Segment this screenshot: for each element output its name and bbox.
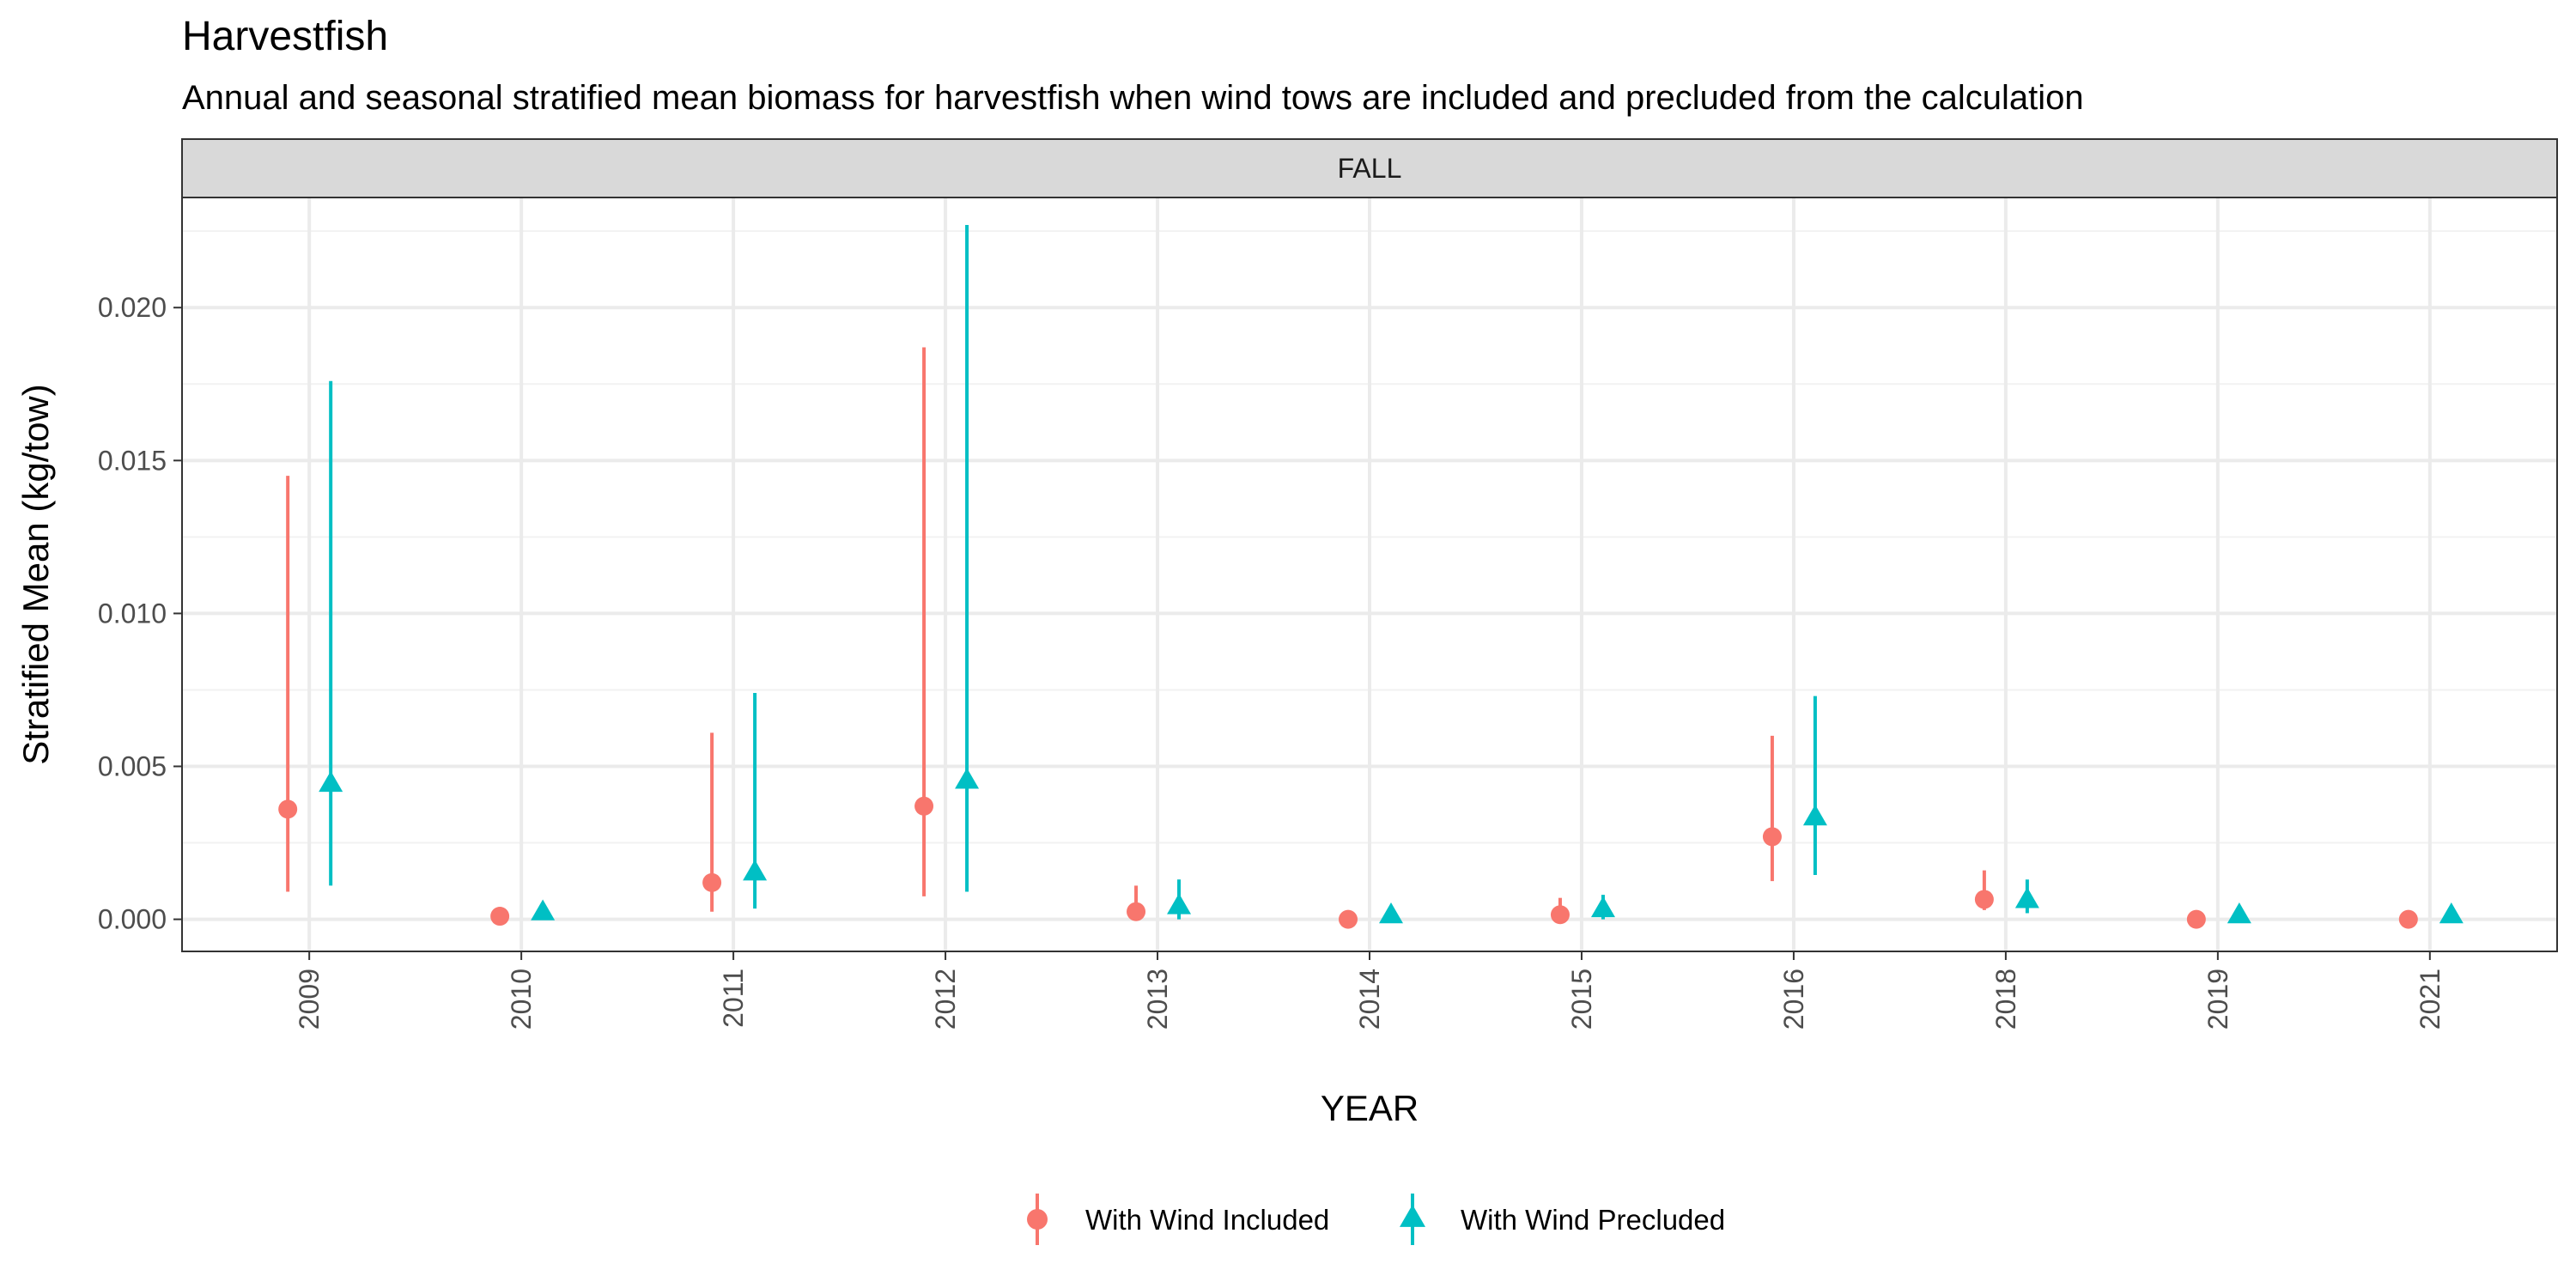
data-point-circle bbox=[2186, 909, 2206, 929]
data-point-circle bbox=[1339, 909, 1358, 929]
legend: With Wind Included With Wind Precluded bbox=[1027, 1194, 1725, 1245]
data-point-triangle bbox=[743, 860, 768, 881]
x-tick-label: 2019 bbox=[2202, 969, 2233, 1030]
x-tick-label: 2014 bbox=[1354, 969, 1385, 1030]
data-marks bbox=[278, 225, 2464, 929]
x-tick-label: 2018 bbox=[1990, 969, 2021, 1030]
legend-label: With Wind Precluded bbox=[1461, 1204, 1725, 1236]
data-point-circle bbox=[1127, 902, 1146, 921]
axes: 0.000 0.005 0.010 0.015 0.020 2009 2010 2011 201… bbox=[98, 292, 2445, 1030]
data-point-triangle bbox=[955, 768, 980, 789]
data-point-circle bbox=[702, 872, 722, 892]
data-point-triangle bbox=[531, 899, 556, 920]
data-point-triangle bbox=[2014, 887, 2039, 908]
data-point-triangle bbox=[319, 770, 343, 793]
data-point-triangle bbox=[1379, 902, 1403, 924]
data-point-circle bbox=[490, 907, 510, 927]
data-point-circle bbox=[278, 799, 298, 819]
y-tick-label: 0.015 bbox=[98, 445, 167, 476]
y-tick-label: 0.020 bbox=[98, 292, 167, 323]
y-tick-label: 0.000 bbox=[98, 904, 167, 935]
x-tick-label: 2015 bbox=[1566, 969, 1597, 1030]
y-tick-label: 0.010 bbox=[98, 598, 167, 629]
data-point-triangle bbox=[2439, 902, 2464, 924]
facet-label: FALL bbox=[1338, 153, 1402, 184]
legend-key-circle bbox=[1027, 1209, 1048, 1230]
data-point-triangle bbox=[1802, 805, 1827, 826]
data-point-circle bbox=[1762, 827, 1782, 847]
y-axis-title: Stratified Mean (kg/tow) bbox=[15, 384, 56, 765]
data-point-circle bbox=[2398, 909, 2418, 929]
x-tick-label: 2011 bbox=[718, 969, 749, 1028]
data-point-triangle bbox=[1167, 893, 1192, 914]
chart-subtitle: Annual and seasonal stratified mean biom… bbox=[182, 79, 2084, 117]
x-tick-label: 2012 bbox=[930, 969, 961, 1030]
chart-title: Harvestfish bbox=[182, 14, 388, 59]
data-point-triangle bbox=[1590, 896, 1615, 918]
y-tick-label: 0.005 bbox=[98, 751, 167, 782]
data-point-circle bbox=[914, 796, 934, 816]
data-point-circle bbox=[1550, 905, 1570, 925]
facet-strip bbox=[181, 138, 2558, 198]
grid-lines bbox=[182, 197, 2557, 951]
x-tick-label: 2021 bbox=[2415, 969, 2445, 1030]
x-tick-label: 2009 bbox=[294, 969, 325, 1030]
legend-label: With Wind Included bbox=[1085, 1204, 1329, 1236]
legend-key-triangle bbox=[1400, 1204, 1425, 1227]
data-point-circle bbox=[1974, 890, 1994, 909]
x-tick-label: 2010 bbox=[506, 969, 537, 1030]
x-tick-label: 2016 bbox=[1778, 969, 1809, 1030]
x-axis-title: YEAR bbox=[1321, 1088, 1419, 1128]
data-point-triangle bbox=[2227, 902, 2251, 924]
x-tick-label: 2013 bbox=[1142, 969, 1173, 1030]
